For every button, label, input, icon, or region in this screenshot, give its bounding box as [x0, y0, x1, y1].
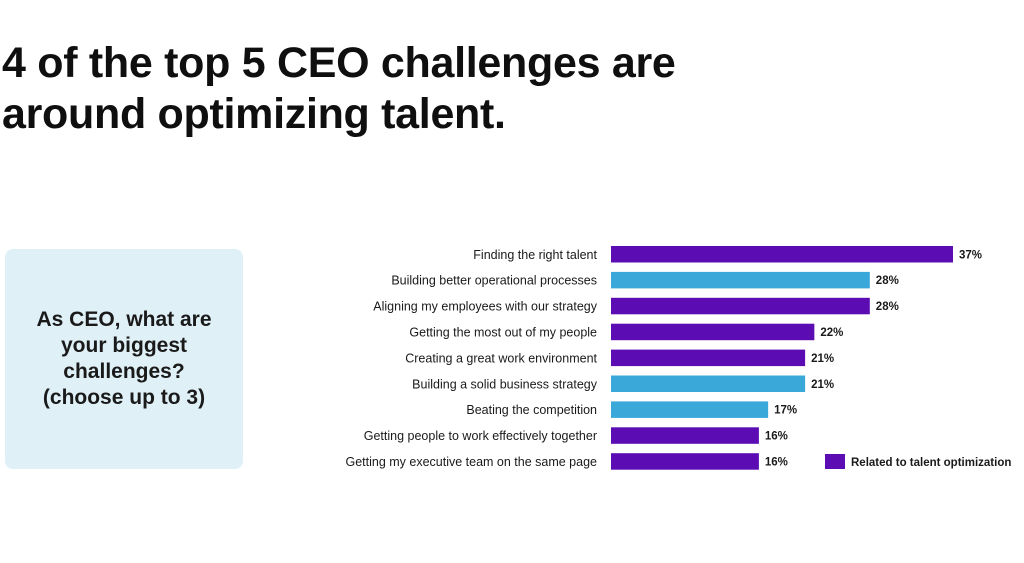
category-label: Getting people to work effectively toget… — [364, 429, 597, 443]
category-label: Finding the right talent — [473, 248, 597, 262]
bar — [611, 271, 870, 289]
question-text: As CEO, what are your biggest challenges… — [36, 308, 212, 409]
legend-label: Related to talent optimization — [851, 457, 1011, 469]
bar — [611, 453, 759, 470]
category-label: Aligning my employees with our strategy — [373, 300, 597, 314]
category-label: Getting the most out of my people — [409, 325, 597, 339]
value-label: 28% — [876, 275, 899, 287]
value-label: 21% — [811, 379, 834, 391]
value-label: 22% — [820, 327, 843, 339]
headline-line-2: around optimizing talent. — [2, 90, 506, 138]
category-label: Building better operational processes — [391, 274, 597, 288]
category-label: Building a solid business strategy — [412, 377, 598, 391]
value-label: 16% — [765, 431, 788, 443]
category-label: Creating a great work environment — [405, 351, 597, 365]
headline-line-1: 4 of the top 5 CEO challenges are — [2, 39, 676, 87]
value-label: 37% — [959, 249, 982, 261]
bar — [611, 246, 953, 263]
value-label: 16% — [765, 456, 788, 468]
bar — [611, 297, 870, 315]
bar — [611, 349, 806, 367]
value-label: 28% — [876, 301, 899, 313]
headline: 4 of the top 5 CEO challenges are around… — [2, 38, 676, 140]
question-box: As CEO, what are your biggest challenges… — [5, 249, 243, 469]
bar — [611, 323, 815, 341]
bar — [611, 427, 759, 444]
bar — [611, 401, 769, 418]
value-label: 17% — [774, 405, 797, 417]
category-label: Beating the competition — [466, 403, 597, 417]
legend-swatch — [825, 454, 845, 469]
bar — [611, 375, 806, 392]
category-label: Getting my executive team on the same pa… — [345, 455, 597, 469]
value-label: 21% — [811, 353, 834, 365]
